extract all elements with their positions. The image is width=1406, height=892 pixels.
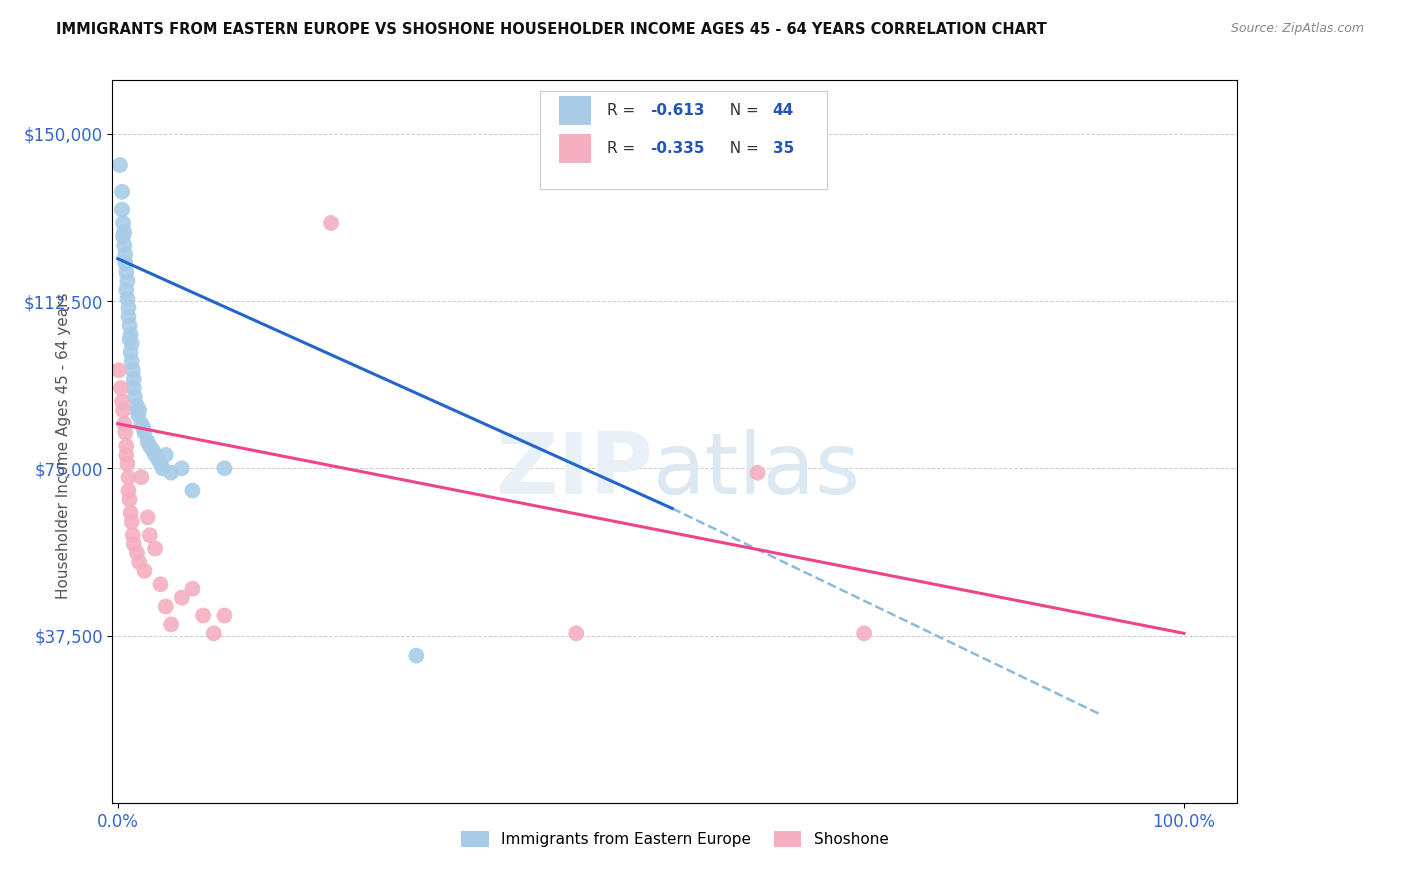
Point bbox=[108, 363, 131, 377]
Point bbox=[155, 448, 177, 462]
Point bbox=[118, 332, 141, 346]
Point bbox=[117, 483, 139, 498]
Text: -0.613: -0.613 bbox=[650, 103, 704, 118]
Point bbox=[112, 229, 135, 244]
Point bbox=[117, 310, 139, 324]
FancyBboxPatch shape bbox=[560, 135, 591, 163]
Point bbox=[121, 336, 143, 351]
Point bbox=[114, 256, 136, 270]
Point bbox=[155, 599, 177, 614]
Point bbox=[121, 515, 143, 529]
Point bbox=[124, 390, 146, 404]
Point bbox=[120, 345, 142, 359]
Point bbox=[115, 265, 138, 279]
Point bbox=[129, 470, 152, 484]
Point bbox=[149, 577, 172, 591]
Point bbox=[117, 274, 139, 288]
Point bbox=[181, 582, 204, 596]
Point bbox=[118, 318, 141, 333]
Point bbox=[110, 381, 132, 395]
Point bbox=[125, 546, 148, 560]
Point bbox=[117, 292, 139, 306]
Point bbox=[202, 626, 225, 640]
Text: Householder Income Ages 45 - 64 years: Householder Income Ages 45 - 64 years bbox=[56, 293, 70, 599]
Point bbox=[319, 216, 342, 230]
Point bbox=[128, 403, 150, 417]
Point bbox=[143, 541, 166, 556]
Point bbox=[112, 225, 135, 239]
Point bbox=[112, 216, 135, 230]
Point bbox=[111, 185, 134, 199]
Text: 44: 44 bbox=[773, 103, 794, 118]
Point bbox=[143, 448, 166, 462]
Point bbox=[121, 354, 143, 368]
Point bbox=[115, 439, 138, 453]
Point bbox=[853, 626, 876, 640]
Point bbox=[139, 528, 162, 542]
Point bbox=[134, 564, 156, 578]
Point bbox=[120, 327, 142, 342]
Point bbox=[117, 457, 139, 471]
Text: IMMIGRANTS FROM EASTERN EUROPE VS SHOSHONE HOUSEHOLDER INCOME AGES 45 - 64 YEARS: IMMIGRANTS FROM EASTERN EUROPE VS SHOSHO… bbox=[56, 22, 1047, 37]
Point bbox=[170, 461, 193, 475]
Text: -0.335: -0.335 bbox=[650, 142, 704, 156]
Text: 35: 35 bbox=[773, 142, 794, 156]
Point bbox=[405, 648, 427, 663]
Point bbox=[111, 202, 134, 217]
Point bbox=[148, 452, 170, 467]
Point bbox=[112, 403, 135, 417]
Point bbox=[114, 247, 136, 261]
Point bbox=[121, 363, 143, 377]
Point bbox=[120, 506, 142, 520]
Point bbox=[191, 608, 214, 623]
Point bbox=[136, 510, 159, 524]
Point bbox=[134, 425, 156, 440]
Text: R =: R = bbox=[607, 103, 641, 118]
Point bbox=[117, 470, 139, 484]
Point bbox=[112, 417, 135, 431]
Point bbox=[112, 238, 135, 252]
Legend: Immigrants from Eastern Europe, Shoshone: Immigrants from Eastern Europe, Shoshone bbox=[456, 825, 894, 853]
Text: R =: R = bbox=[607, 142, 641, 156]
Point bbox=[214, 608, 236, 623]
Point bbox=[111, 394, 134, 409]
Point bbox=[114, 425, 136, 440]
Point bbox=[108, 158, 131, 172]
Point bbox=[136, 434, 159, 449]
Text: atlas: atlas bbox=[652, 429, 860, 512]
Point bbox=[181, 483, 204, 498]
FancyBboxPatch shape bbox=[560, 96, 591, 125]
Point bbox=[142, 443, 165, 458]
Point bbox=[127, 408, 149, 422]
Point bbox=[122, 381, 145, 395]
Point bbox=[125, 399, 148, 413]
Point bbox=[152, 461, 174, 475]
Point bbox=[565, 626, 588, 640]
Point bbox=[115, 283, 138, 297]
Point bbox=[122, 537, 145, 551]
FancyBboxPatch shape bbox=[540, 91, 827, 189]
Point bbox=[118, 492, 141, 507]
Point bbox=[149, 457, 172, 471]
Point bbox=[122, 372, 145, 386]
Text: Source: ZipAtlas.com: Source: ZipAtlas.com bbox=[1230, 22, 1364, 36]
Point bbox=[132, 421, 155, 435]
Point bbox=[117, 301, 139, 315]
Text: ZIP: ZIP bbox=[495, 429, 652, 512]
Point bbox=[160, 466, 183, 480]
Point bbox=[160, 617, 183, 632]
Point bbox=[129, 417, 152, 431]
Point bbox=[747, 466, 769, 480]
Point bbox=[139, 439, 162, 453]
Point bbox=[121, 528, 143, 542]
Point bbox=[170, 591, 193, 605]
Point bbox=[115, 448, 138, 462]
Text: N =: N = bbox=[720, 103, 763, 118]
Point bbox=[128, 555, 150, 569]
Point bbox=[214, 461, 236, 475]
Text: N =: N = bbox=[720, 142, 763, 156]
